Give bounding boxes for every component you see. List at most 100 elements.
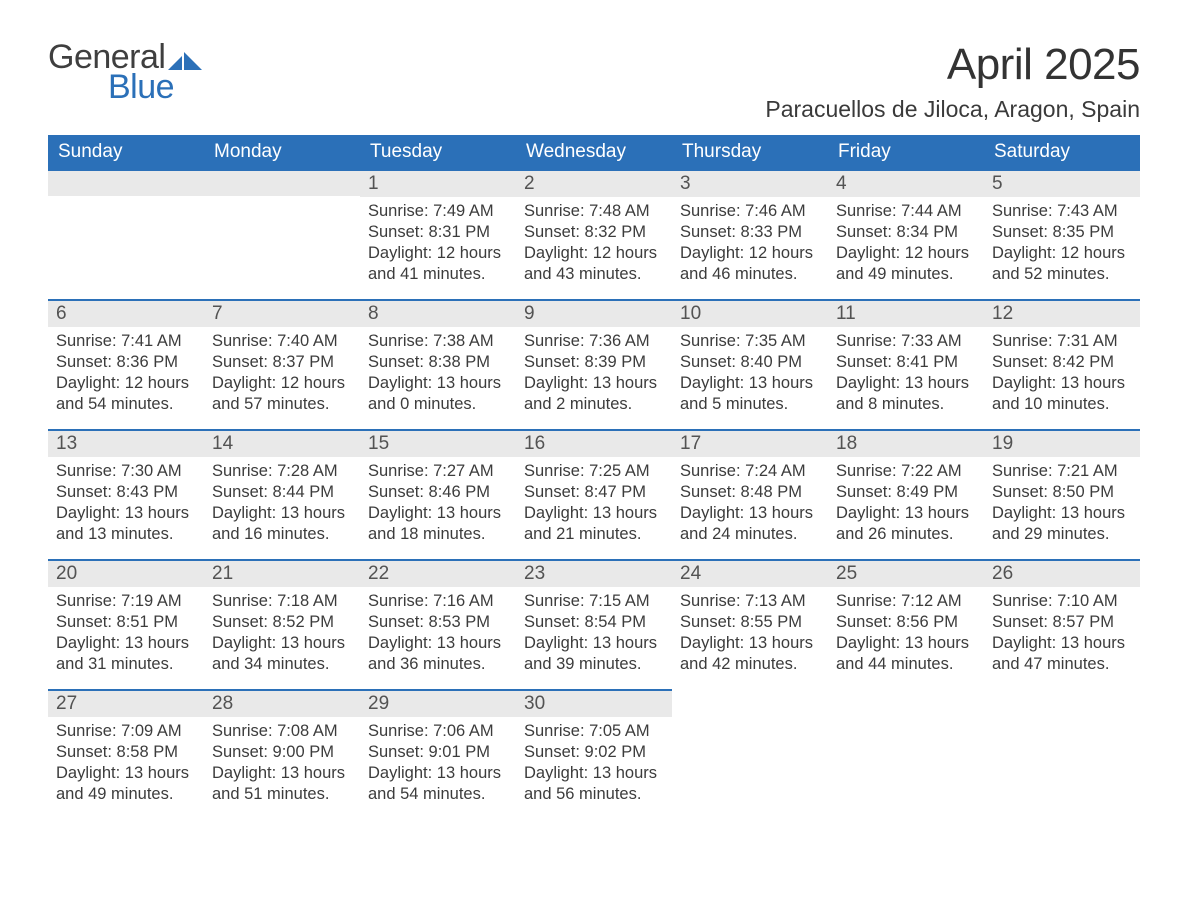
calendar-day-cell: 15Sunrise: 7:27 AMSunset: 8:46 PMDayligh… — [360, 429, 516, 559]
day-number: 19 — [984, 429, 1140, 457]
day-details: Sunrise: 7:30 AMSunset: 8:43 PMDaylight:… — [48, 457, 204, 553]
daylight-line: Daylight: 13 hours and 47 minutes. — [992, 633, 1132, 675]
daylight-line: Daylight: 13 hours and 18 minutes. — [368, 503, 508, 545]
calendar-day-cell: 14Sunrise: 7:28 AMSunset: 8:44 PMDayligh… — [204, 429, 360, 559]
daylight-line: Daylight: 12 hours and 57 minutes. — [212, 373, 352, 415]
weekday-header: Wednesday — [516, 135, 672, 169]
day-number: 16 — [516, 429, 672, 457]
sunrise-line: Sunrise: 7:40 AM — [212, 331, 352, 352]
day-number: 10 — [672, 299, 828, 327]
calendar-day-cell: 17Sunrise: 7:24 AMSunset: 8:48 PMDayligh… — [672, 429, 828, 559]
brand-logo: General Blue — [48, 40, 202, 104]
sunrise-line: Sunrise: 7:05 AM — [524, 721, 664, 742]
sunset-line: Sunset: 8:43 PM — [56, 482, 196, 503]
day-number: 27 — [48, 689, 204, 717]
sunrise-line: Sunrise: 7:33 AM — [836, 331, 976, 352]
calendar-empty-cell — [828, 689, 984, 819]
daylight-line: Daylight: 12 hours and 52 minutes. — [992, 243, 1132, 285]
sunset-line: Sunset: 8:44 PM — [212, 482, 352, 503]
calendar-day-cell: 7Sunrise: 7:40 AMSunset: 8:37 PMDaylight… — [204, 299, 360, 429]
daylight-line: Daylight: 13 hours and 21 minutes. — [524, 503, 664, 545]
day-number: 20 — [48, 559, 204, 587]
day-details: Sunrise: 7:18 AMSunset: 8:52 PMDaylight:… — [204, 587, 360, 683]
daylight-line: Daylight: 12 hours and 54 minutes. — [56, 373, 196, 415]
calendar-day-cell: 10Sunrise: 7:35 AMSunset: 8:40 PMDayligh… — [672, 299, 828, 429]
sunrise-line: Sunrise: 7:41 AM — [56, 331, 196, 352]
day-details: Sunrise: 7:24 AMSunset: 8:48 PMDaylight:… — [672, 457, 828, 553]
day-number: 1 — [360, 169, 516, 197]
daylight-line: Daylight: 12 hours and 41 minutes. — [368, 243, 508, 285]
calendar-day-cell: 20Sunrise: 7:19 AMSunset: 8:51 PMDayligh… — [48, 559, 204, 689]
day-details: Sunrise: 7:25 AMSunset: 8:47 PMDaylight:… — [516, 457, 672, 553]
sunrise-line: Sunrise: 7:15 AM — [524, 591, 664, 612]
sunset-line: Sunset: 8:40 PM — [680, 352, 820, 373]
sunrise-line: Sunrise: 7:22 AM — [836, 461, 976, 482]
calendar-day-cell: 9Sunrise: 7:36 AMSunset: 8:39 PMDaylight… — [516, 299, 672, 429]
daylight-line: Daylight: 13 hours and 34 minutes. — [212, 633, 352, 675]
weekday-header: Sunday — [48, 135, 204, 169]
calendar-table: SundayMondayTuesdayWednesdayThursdayFrid… — [48, 135, 1140, 819]
day-details: Sunrise: 7:44 AMSunset: 8:34 PMDaylight:… — [828, 197, 984, 293]
month-title: April 2025 — [765, 40, 1140, 90]
sunrise-line: Sunrise: 7:21 AM — [992, 461, 1132, 482]
brand-blue-text: Blue — [108, 70, 202, 104]
sunrise-line: Sunrise: 7:38 AM — [368, 331, 508, 352]
day-details: Sunrise: 7:05 AMSunset: 9:02 PMDaylight:… — [516, 717, 672, 813]
sunset-line: Sunset: 9:00 PM — [212, 742, 352, 763]
day-number: 29 — [360, 689, 516, 717]
daylight-line: Daylight: 13 hours and 24 minutes. — [680, 503, 820, 545]
daylight-line: Daylight: 13 hours and 56 minutes. — [524, 763, 664, 805]
day-number: 6 — [48, 299, 204, 327]
sunset-line: Sunset: 9:01 PM — [368, 742, 508, 763]
calendar-day-cell: 21Sunrise: 7:18 AMSunset: 8:52 PMDayligh… — [204, 559, 360, 689]
sunrise-line: Sunrise: 7:36 AM — [524, 331, 664, 352]
calendar-day-cell: 27Sunrise: 7:09 AMSunset: 8:58 PMDayligh… — [48, 689, 204, 819]
sunrise-line: Sunrise: 7:43 AM — [992, 201, 1132, 222]
sunset-line: Sunset: 8:58 PM — [56, 742, 196, 763]
day-details: Sunrise: 7:49 AMSunset: 8:31 PMDaylight:… — [360, 197, 516, 293]
calendar-day-cell: 29Sunrise: 7:06 AMSunset: 9:01 PMDayligh… — [360, 689, 516, 819]
calendar-day-cell: 5Sunrise: 7:43 AMSunset: 8:35 PMDaylight… — [984, 169, 1140, 299]
sunrise-line: Sunrise: 7:18 AM — [212, 591, 352, 612]
daylight-line: Daylight: 13 hours and 51 minutes. — [212, 763, 352, 805]
calendar-week-row: 1Sunrise: 7:49 AMSunset: 8:31 PMDaylight… — [48, 169, 1140, 299]
weekday-header: Thursday — [672, 135, 828, 169]
day-details: Sunrise: 7:40 AMSunset: 8:37 PMDaylight:… — [204, 327, 360, 423]
daylight-line: Daylight: 13 hours and 42 minutes. — [680, 633, 820, 675]
sunrise-line: Sunrise: 7:25 AM — [524, 461, 664, 482]
sunset-line: Sunset: 8:31 PM — [368, 222, 508, 243]
day-details: Sunrise: 7:33 AMSunset: 8:41 PMDaylight:… — [828, 327, 984, 423]
daylight-line: Daylight: 13 hours and 16 minutes. — [212, 503, 352, 545]
weekday-header: Friday — [828, 135, 984, 169]
daylight-line: Daylight: 13 hours and 26 minutes. — [836, 503, 976, 545]
weekday-header: Saturday — [984, 135, 1140, 169]
daylight-line: Daylight: 13 hours and 54 minutes. — [368, 763, 508, 805]
daylight-line: Daylight: 13 hours and 13 minutes. — [56, 503, 196, 545]
daylight-line: Daylight: 12 hours and 46 minutes. — [680, 243, 820, 285]
sunrise-line: Sunrise: 7:48 AM — [524, 201, 664, 222]
day-number: 21 — [204, 559, 360, 587]
day-details: Sunrise: 7:09 AMSunset: 8:58 PMDaylight:… — [48, 717, 204, 813]
calendar-week-row: 20Sunrise: 7:19 AMSunset: 8:51 PMDayligh… — [48, 559, 1140, 689]
calendar-week-row: 6Sunrise: 7:41 AMSunset: 8:36 PMDaylight… — [48, 299, 1140, 429]
day-number: 23 — [516, 559, 672, 587]
calendar-week-row: 27Sunrise: 7:09 AMSunset: 8:58 PMDayligh… — [48, 689, 1140, 819]
sunrise-line: Sunrise: 7:09 AM — [56, 721, 196, 742]
day-details: Sunrise: 7:35 AMSunset: 8:40 PMDaylight:… — [672, 327, 828, 423]
sunrise-line: Sunrise: 7:31 AM — [992, 331, 1132, 352]
sunrise-line: Sunrise: 7:16 AM — [368, 591, 508, 612]
day-number: 11 — [828, 299, 984, 327]
day-details: Sunrise: 7:19 AMSunset: 8:51 PMDaylight:… — [48, 587, 204, 683]
weekday-header: Tuesday — [360, 135, 516, 169]
sunset-line: Sunset: 8:46 PM — [368, 482, 508, 503]
calendar-day-cell: 23Sunrise: 7:15 AMSunset: 8:54 PMDayligh… — [516, 559, 672, 689]
sunset-line: Sunset: 8:49 PM — [836, 482, 976, 503]
sunrise-line: Sunrise: 7:46 AM — [680, 201, 820, 222]
day-number: 24 — [672, 559, 828, 587]
sunset-line: Sunset: 8:41 PM — [836, 352, 976, 373]
day-number: 25 — [828, 559, 984, 587]
day-number: 12 — [984, 299, 1140, 327]
day-number: 14 — [204, 429, 360, 457]
day-number: 17 — [672, 429, 828, 457]
daylight-line: Daylight: 12 hours and 43 minutes. — [524, 243, 664, 285]
